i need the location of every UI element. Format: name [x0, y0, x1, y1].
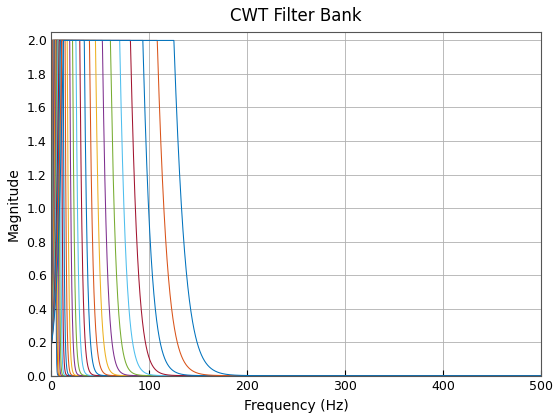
Y-axis label: Magnitude: Magnitude: [7, 167, 21, 241]
Title: CWT Filter Bank: CWT Filter Bank: [230, 7, 362, 25]
X-axis label: Frequency (Hz): Frequency (Hz): [244, 399, 348, 413]
